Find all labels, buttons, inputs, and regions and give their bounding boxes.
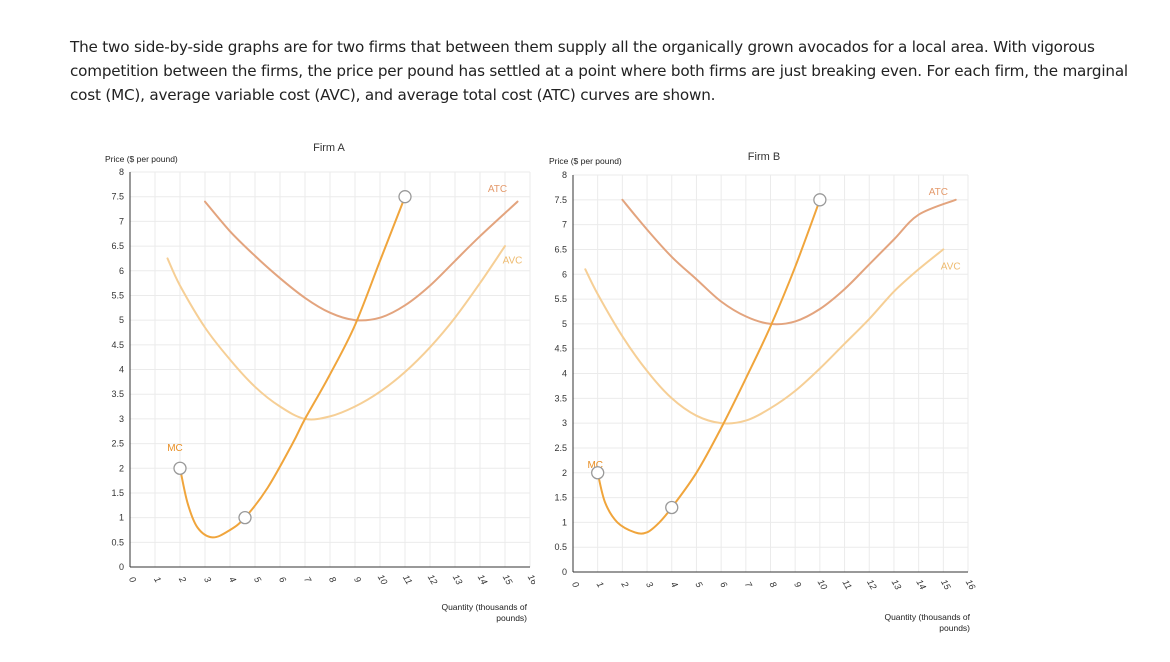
atc-curve[interactable] bbox=[204, 200, 519, 322]
gridlines bbox=[572, 174, 969, 573]
y-tick-label: 3.5 bbox=[554, 393, 567, 403]
y-tick-label: 2 bbox=[562, 468, 567, 478]
avc-curve[interactable] bbox=[584, 248, 945, 425]
x-tick-label: 13 bbox=[890, 578, 904, 592]
x-tick-label: 14 bbox=[914, 578, 928, 592]
y-tick-label: 3 bbox=[562, 418, 567, 428]
atc-curve[interactable] bbox=[621, 198, 957, 326]
mc-drag-handle[interactable] bbox=[398, 190, 412, 204]
x-tick-label: 16 bbox=[964, 578, 978, 592]
x-tick-label: 5 bbox=[693, 580, 705, 590]
x-tick-label: 8 bbox=[768, 580, 779, 589]
y-tick-label: 1.5 bbox=[111, 488, 124, 498]
x-tick-label: 1 bbox=[152, 575, 163, 584]
y-tick-label: 7.5 bbox=[554, 195, 567, 205]
x-tick-label: 2 bbox=[619, 579, 631, 589]
x-tick-label: 6 bbox=[718, 580, 729, 589]
x-tick-label: 15 bbox=[501, 573, 515, 588]
x-tick-label: 5 bbox=[252, 575, 264, 585]
x-tick-label: 3 bbox=[644, 580, 655, 589]
x-tick-label: 11 bbox=[840, 578, 853, 591]
x-tick-label: 12 bbox=[426, 573, 440, 587]
mc-label: MC bbox=[587, 460, 603, 471]
y-tick-label: 1 bbox=[119, 513, 124, 523]
y-tick-label: 5 bbox=[562, 319, 567, 329]
x-tick-label: 9 bbox=[352, 575, 363, 584]
mc-drag-handle[interactable] bbox=[813, 193, 827, 207]
x-axis-label: Quantity (thousands of pounds) bbox=[884, 612, 970, 633]
firm-b-chart[interactable]: 00.511.522.533.544.555.566.577.580 1 2 3 4 5 6… bbox=[540, 130, 980, 640]
x-tick-label: 7 bbox=[302, 575, 314, 585]
x-tick-label: 0 bbox=[570, 580, 581, 589]
avc-label: AVC bbox=[503, 255, 523, 266]
x-tick-label: 6 bbox=[277, 575, 288, 584]
atc-label: ATC bbox=[488, 184, 507, 195]
mc-drag-handle[interactable] bbox=[238, 510, 252, 525]
y-tick-label: 6 bbox=[562, 269, 567, 279]
x-tick-label: 0 bbox=[127, 575, 138, 584]
x-tick-label: 13 bbox=[451, 573, 465, 587]
mc-curve[interactable] bbox=[179, 195, 406, 539]
mc-drag-handle[interactable] bbox=[173, 461, 187, 475]
x-tick-label: 15 bbox=[939, 578, 953, 593]
y-tick-label: 0.5 bbox=[111, 537, 124, 547]
y-tick-label: 4.5 bbox=[111, 340, 124, 350]
chart-title: Firm B bbox=[748, 151, 780, 163]
avc-label: AVC bbox=[941, 261, 961, 272]
y-tick-label: 1.5 bbox=[554, 493, 567, 503]
y-tick-label: 6 bbox=[119, 266, 124, 276]
problem-intro-text: The two side-by-side graphs are for two … bbox=[70, 38, 1128, 105]
avc-curve[interactable] bbox=[166, 245, 506, 421]
x-axis-label: Quantity (thousands of pounds) bbox=[441, 602, 527, 623]
x-tick-label: 4 bbox=[227, 575, 238, 584]
x-tick-label: 10 bbox=[376, 573, 390, 587]
firm-a-chart[interactable]: 00.511.522.533.544.555.566.577.580 1 2 3 4 5 6… bbox=[95, 130, 535, 640]
y-axis-label: Price ($ per pound) bbox=[105, 154, 178, 164]
y-tick-label: 6.5 bbox=[111, 241, 124, 251]
x-tick-label: 7 bbox=[743, 580, 755, 590]
y-tick-label: 8 bbox=[119, 167, 124, 177]
x-tick-label: 12 bbox=[865, 578, 879, 592]
x-tick-label: 11 bbox=[401, 573, 414, 586]
y-tick-label: 2 bbox=[119, 463, 124, 473]
x-tick-label: 9 bbox=[792, 580, 803, 589]
y-tick-label: 5.5 bbox=[554, 294, 567, 304]
y-tick-label: 0.5 bbox=[554, 542, 567, 552]
mc-drag-handle[interactable] bbox=[665, 500, 679, 515]
chart-title: Firm A bbox=[313, 142, 345, 154]
y-tick-label: 3 bbox=[119, 414, 124, 424]
y-tick-label: 4 bbox=[562, 369, 567, 379]
y-tick-label: 7.5 bbox=[111, 192, 124, 202]
y-tick-label: 6.5 bbox=[554, 244, 567, 254]
y-tick-label: 5.5 bbox=[111, 290, 124, 300]
y-tick-label: 3.5 bbox=[111, 389, 124, 399]
y-tick-label: 7 bbox=[562, 220, 567, 230]
y-tick-label: 0 bbox=[119, 562, 124, 572]
mc-drag-handle[interactable] bbox=[591, 466, 605, 480]
x-tick-label: 1 bbox=[595, 580, 606, 589]
x-tick-label: 2 bbox=[177, 574, 189, 584]
x-tick-label: 16 bbox=[526, 573, 535, 587]
y-tick-label: 7 bbox=[119, 216, 124, 226]
x-tick-label: 10 bbox=[816, 578, 830, 592]
y-tick-label: 4.5 bbox=[554, 344, 567, 354]
x-tick-label: 14 bbox=[476, 573, 490, 587]
y-axis-label: Price ($ per pound) bbox=[549, 156, 622, 166]
y-tick-label: 0 bbox=[562, 567, 567, 577]
x-tick-label: 8 bbox=[327, 575, 338, 584]
y-tick-label: 8 bbox=[562, 170, 567, 180]
x-tick-label: 4 bbox=[669, 580, 680, 589]
mc-label: MC bbox=[167, 443, 183, 454]
y-tick-label: 2.5 bbox=[554, 443, 567, 453]
y-tick-label: 1 bbox=[562, 517, 567, 527]
y-tick-label: 4 bbox=[119, 365, 124, 375]
y-tick-label: 2.5 bbox=[111, 439, 124, 449]
y-tick-label: 5 bbox=[119, 315, 124, 325]
x-tick-label: 3 bbox=[202, 575, 213, 584]
atc-label: ATC bbox=[929, 187, 948, 198]
